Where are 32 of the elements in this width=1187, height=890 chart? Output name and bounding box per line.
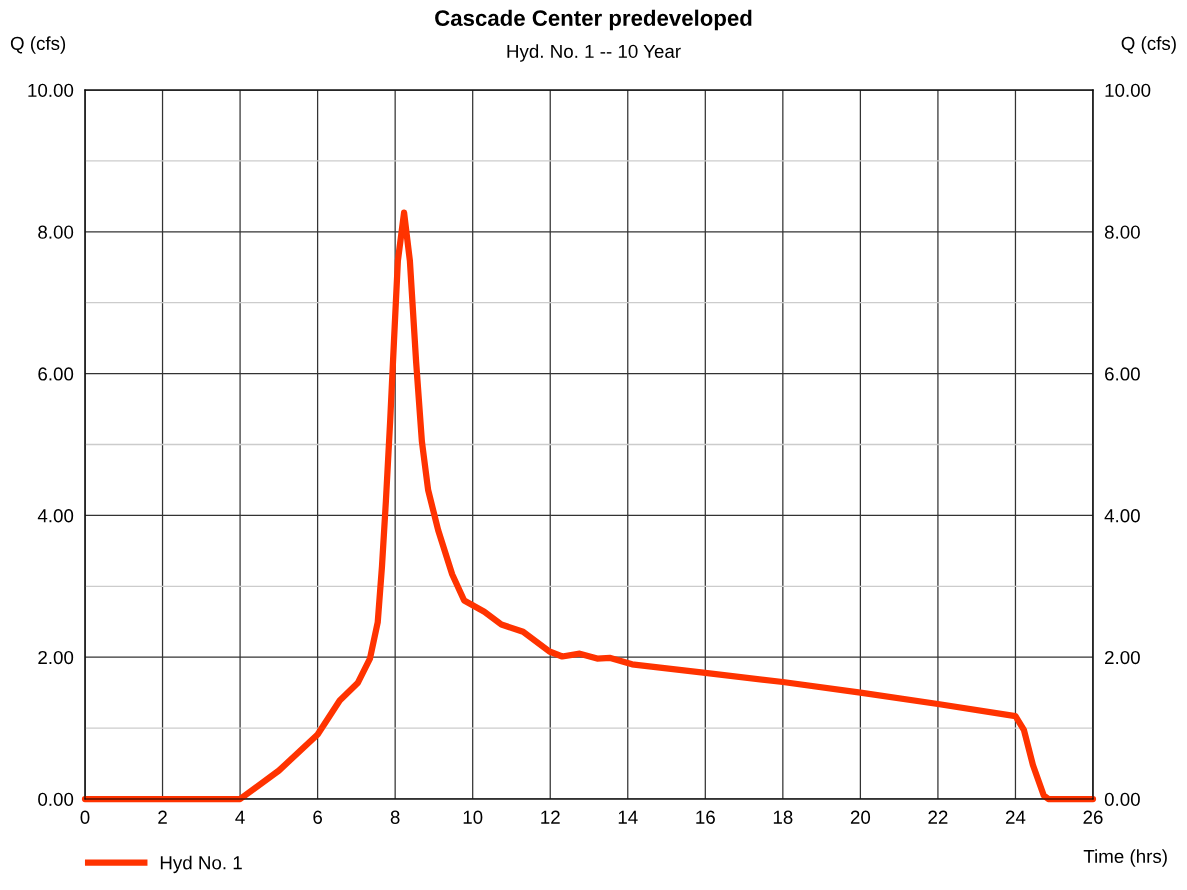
y-tick-label: 6.00: [38, 367, 74, 381]
x-tick-label: 8: [390, 810, 400, 824]
y2-tick-label: 0.00: [1104, 792, 1140, 806]
chart-title: Cascade Center predeveloped: [435, 9, 752, 31]
y2-tick-label: 2.00: [1105, 650, 1140, 665]
x-tick-label: 22: [928, 810, 948, 824]
x-tick-label: 16: [696, 810, 715, 824]
legend-label: Hyd No. 1: [160, 855, 242, 874]
x-tick-label: 4: [235, 810, 245, 824]
y-tick-label: 8.00: [38, 225, 74, 239]
x-tick-label: 10: [463, 810, 483, 824]
y-tick-label: 4.00: [37, 509, 74, 523]
y-axis-title: Q (cfs): [10, 36, 66, 54]
x-tick-label: 26: [1083, 810, 1103, 824]
y2-axis-title: Q (cfs): [1121, 36, 1176, 54]
y-tick-label: 0.00: [38, 792, 74, 806]
x-tick-label: 12: [541, 810, 560, 824]
chart-subtitle: Hyd. No. 1 -- 10 Year: [507, 44, 681, 62]
y-tick-label: 2.00: [38, 650, 74, 665]
x-axis-title: Time (hrs): [1083, 849, 1167, 867]
y2-tick-label: 6.00: [1105, 367, 1140, 381]
x-tick-label: 0: [80, 810, 90, 824]
x-tick-label: 24: [1005, 810, 1026, 824]
y2-tick-label: 4.00: [1104, 509, 1140, 523]
x-tick-label: 18: [773, 810, 793, 824]
x-tick-label: 2: [158, 810, 167, 824]
y-tick-label: 10.00: [28, 83, 74, 97]
x-tick-label: 6: [313, 810, 323, 824]
x-tick-label: 14: [618, 810, 638, 824]
x-tick-label: 20: [850, 810, 871, 824]
y2-tick-label: 8.00: [1104, 225, 1140, 239]
y2-tick-label: 10.00: [1105, 83, 1151, 97]
